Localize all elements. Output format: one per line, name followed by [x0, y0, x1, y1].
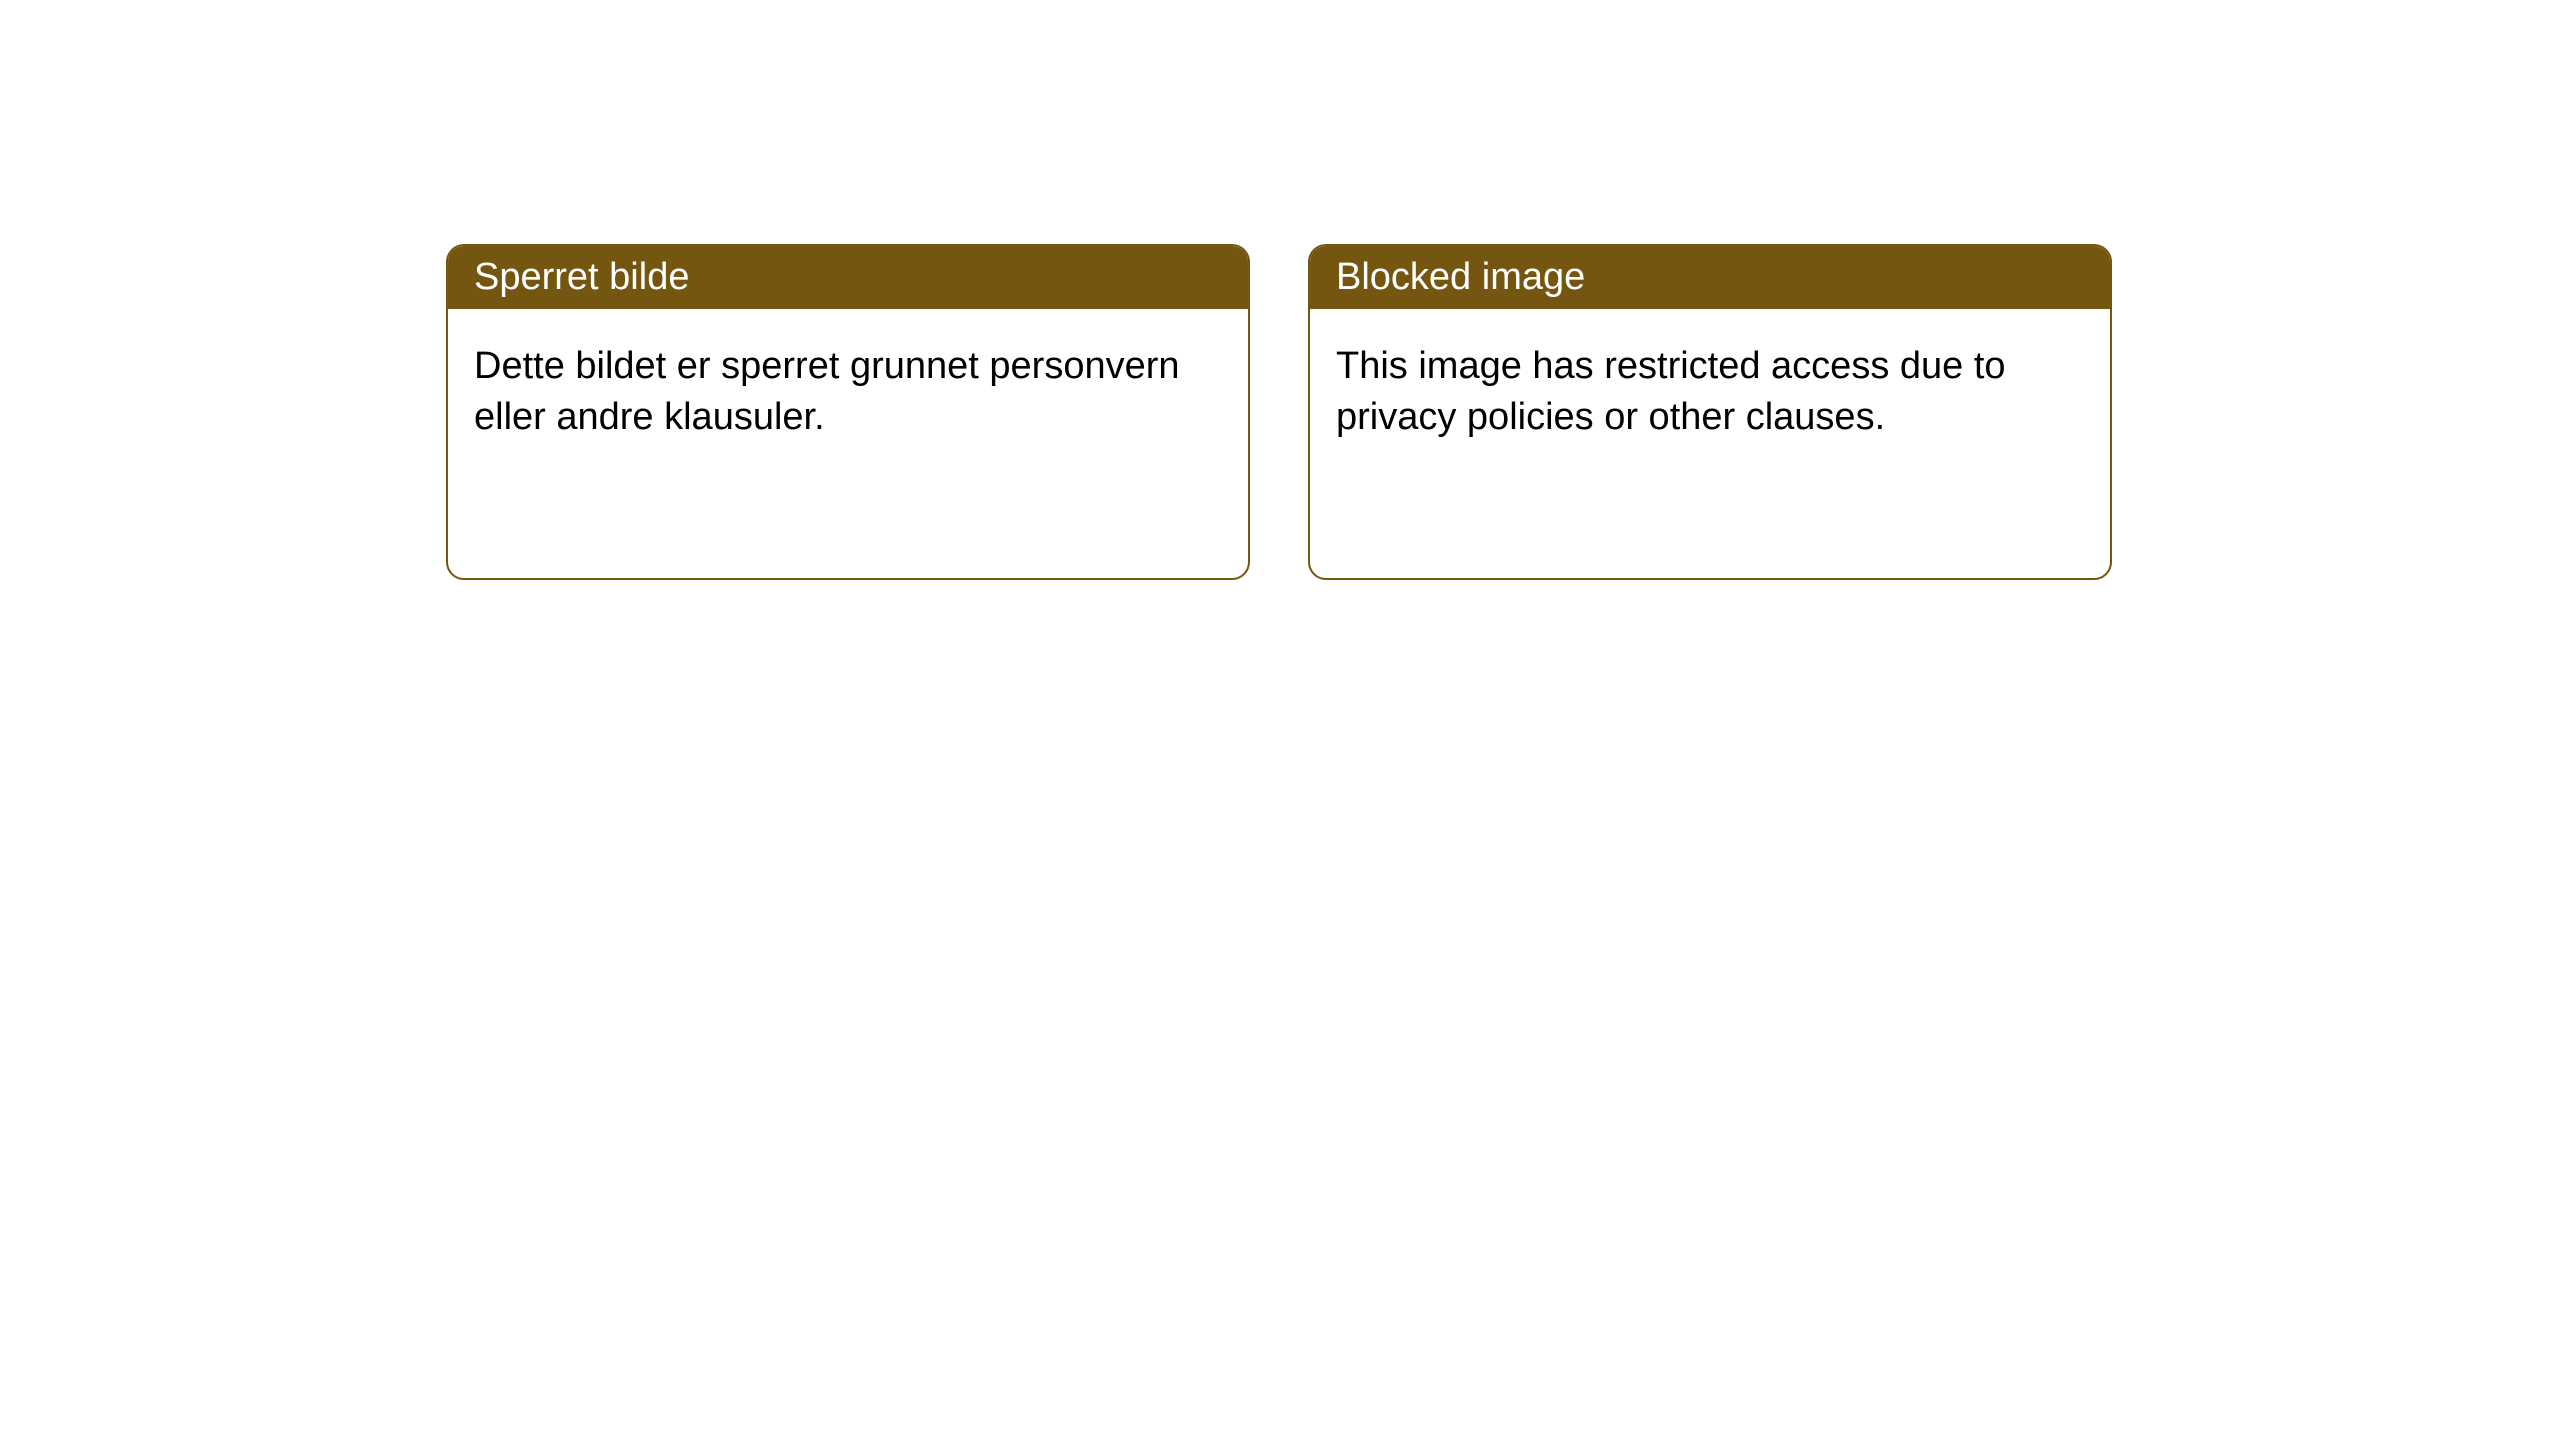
notice-card-right-body: This image has restricted access due to … [1310, 309, 2110, 476]
notice-card-right: Blocked image This image has restricted … [1308, 244, 2112, 580]
notice-container: Sperret bilde Dette bildet er sperret gr… [446, 244, 2560, 580]
notice-card-left-title: Sperret bilde [448, 246, 1248, 309]
notice-card-left-body: Dette bildet er sperret grunnet personve… [448, 309, 1248, 476]
notice-card-left: Sperret bilde Dette bildet er sperret gr… [446, 244, 1250, 580]
notice-card-right-title: Blocked image [1310, 246, 2110, 309]
